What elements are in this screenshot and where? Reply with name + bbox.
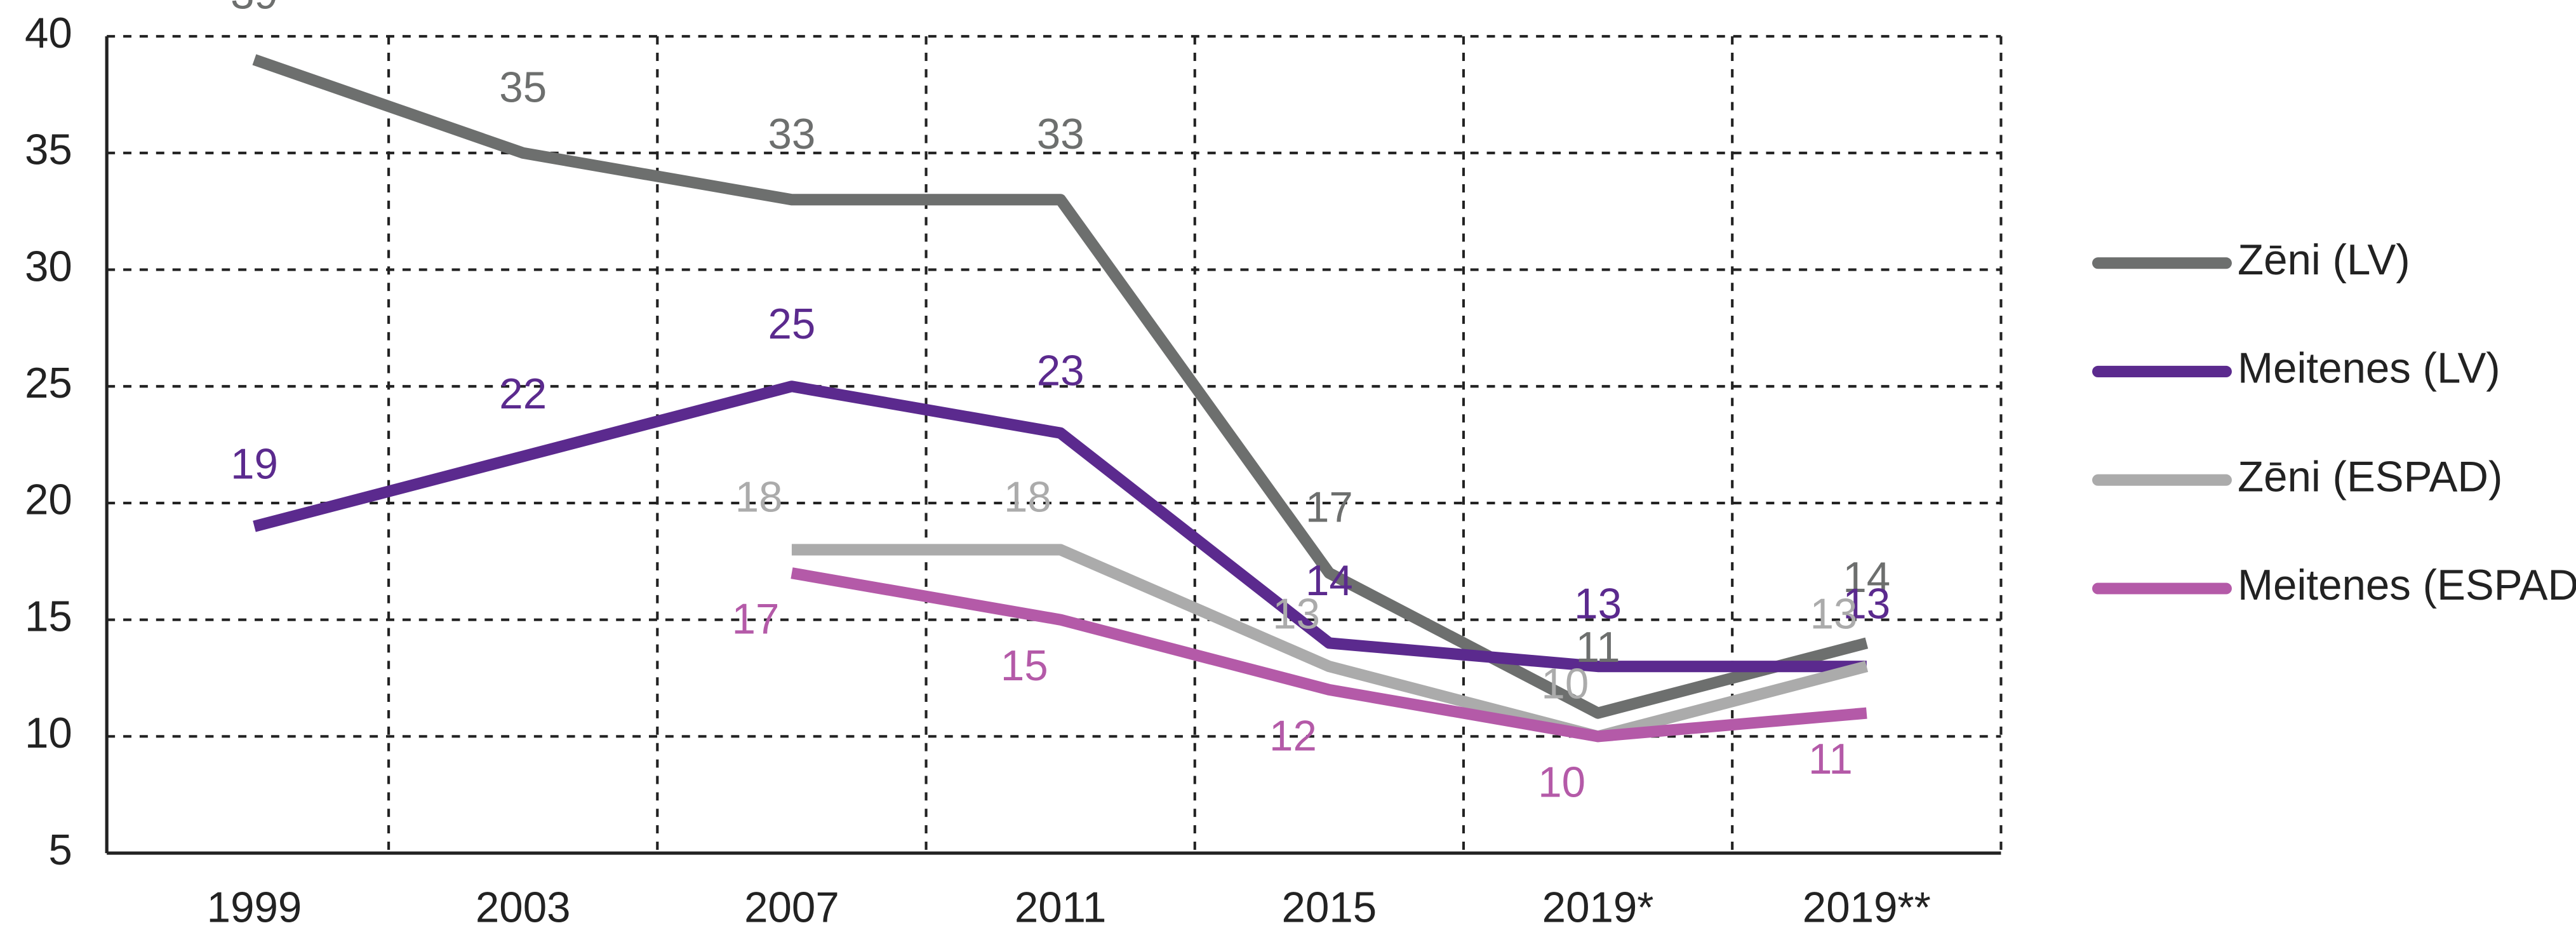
data-label: 13 [1574,581,1622,628]
y-tick-label: 30 [25,243,72,290]
y-tick-label: 35 [25,126,72,174]
data-label: 23 [1037,347,1084,394]
legend-label: Meitenes (ESPAD) [2238,562,2576,609]
y-tick-label: 5 [48,826,72,874]
x-tick-label: 2015 [1282,884,1377,931]
x-tick-label: 2019* [1542,884,1654,931]
data-label: 14 [1305,557,1353,605]
data-label: 18 [1004,474,1051,521]
data-label: 19 [230,440,278,488]
data-label: 18 [735,474,783,521]
data-label: 10 [1538,759,1585,807]
x-tick-label: 2003 [476,884,571,931]
data-label: 25 [768,300,816,348]
series-line [791,544,1869,743]
series-line [253,380,1867,673]
y-tick-label: 15 [25,593,72,640]
data-label: 13 [1272,590,1320,638]
legend-label: Zēni (ESPAD) [2238,453,2502,501]
y-tick-label: 25 [25,360,72,407]
series-line [791,567,1867,743]
data-label: 10 [1541,661,1589,708]
x-tick-label: 2019** [1803,884,1931,931]
y-tick-label: 20 [25,476,72,524]
data-label: 33 [1037,111,1084,158]
x-tick-label: 1999 [207,884,302,931]
data-label: 17 [1305,484,1353,532]
x-tick-label: 2011 [1015,884,1107,931]
legend-label: Zēni (LV) [2238,236,2410,284]
y-tick-label: 40 [25,10,72,57]
data-label: 22 [499,370,547,418]
data-label: 14 [1843,554,1890,602]
x-tick-label: 2007 [744,884,839,931]
data-label: 12 [1269,712,1317,760]
data-label: 13 [1810,590,1858,638]
data-label: 33 [768,111,816,158]
data-label: 11 [1576,624,1620,671]
data-label: 15 [1001,642,1048,690]
data-label: 17 [732,596,780,643]
series-line [252,54,1869,719]
data-label: 35 [499,64,547,111]
data-label: 39 [230,0,278,18]
y-tick-label: 10 [25,710,72,757]
legend-label: Meitenes (LV) [2238,345,2500,393]
data-label: 11 [1808,736,1853,783]
data-label: 13 [1843,581,1890,628]
